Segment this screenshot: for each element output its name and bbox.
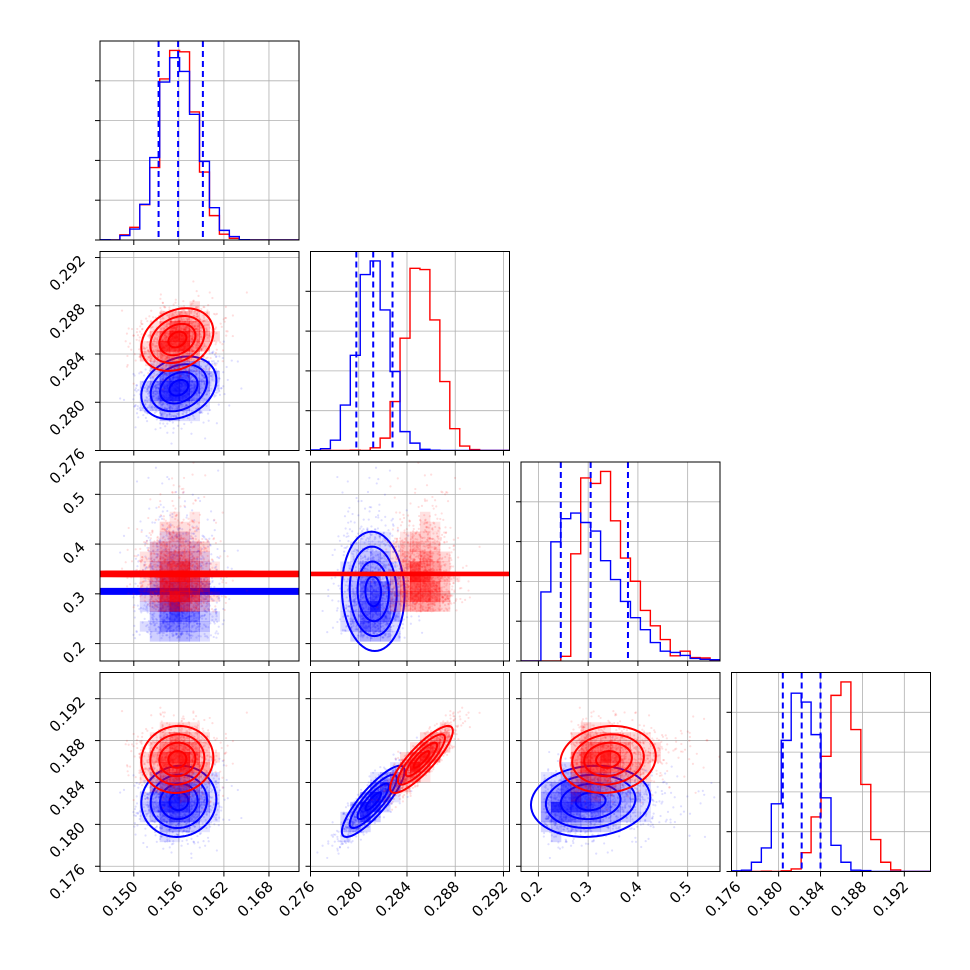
panel-2-1 <box>305 461 510 666</box>
contour-red <box>389 724 454 794</box>
axes-frame <box>310 672 510 872</box>
x-tick-label: 0.284 <box>372 878 415 921</box>
y-tick-label: 0.4 <box>59 538 89 568</box>
contour-red <box>167 750 188 769</box>
x-tick-label: 0.2 <box>517 878 547 908</box>
y-tick-label: 0.3 <box>59 588 89 618</box>
y-tick-label: 0.5 <box>59 488 89 518</box>
contour-blue <box>168 378 190 397</box>
contour-red <box>167 330 188 349</box>
y-tick-label: 0.2 <box>59 638 89 668</box>
contour-red <box>412 750 431 769</box>
contour-red <box>140 307 215 372</box>
y-tick-label: 0.192 <box>46 693 89 736</box>
contour-red <box>158 741 197 778</box>
y-tick-label: 0.176 <box>46 860 89 903</box>
contour-red <box>149 733 206 786</box>
x-tick-label: 0.276 <box>275 878 318 921</box>
panel-2-2 <box>516 461 721 666</box>
axes-frame <box>310 461 510 662</box>
x-tick-label: 0.288 <box>420 878 463 921</box>
contour-blue <box>364 791 383 812</box>
axes-frame <box>99 672 300 872</box>
panel-2-0: 0.2 0.3 0.4 0.5 <box>59 461 300 668</box>
contour-blue <box>159 782 199 821</box>
y-tick-label: 0.292 <box>46 252 89 295</box>
contour-blue <box>159 371 199 405</box>
contour-red <box>149 315 206 365</box>
histogram-blue <box>521 512 720 661</box>
contour-blue <box>140 355 218 421</box>
density-red <box>390 511 461 612</box>
panel-1-0: 0.276 0.280 0.284 0.288 0.292 <box>46 251 300 488</box>
contour-blue <box>340 764 406 838</box>
x-tick-label: 0.168 <box>234 878 277 921</box>
y-tick-label: 0.280 <box>46 396 89 439</box>
x-tick-label: 0.162 <box>189 878 232 921</box>
density-red <box>139 301 220 372</box>
contour-red <box>571 733 645 786</box>
contour-red <box>559 724 657 794</box>
axes-frame <box>99 251 300 451</box>
x-tick-label: 0.5 <box>666 878 696 908</box>
axes-frame <box>310 251 510 451</box>
x-tick-label: 0.188 <box>827 878 870 921</box>
y-tick-label: 0.180 <box>46 818 89 861</box>
grid <box>100 251 299 451</box>
x-tick-label: 0.156 <box>144 878 187 921</box>
contour-blue <box>149 773 208 830</box>
contour-blue <box>168 791 190 812</box>
x-tick-label: 0.280 <box>323 878 366 921</box>
contour-blue <box>340 530 406 653</box>
axes-frame <box>520 461 721 662</box>
contour-blue <box>100 589 299 594</box>
y-tick-label: 0.276 <box>46 445 89 488</box>
contour-red <box>158 322 197 357</box>
axes-frame <box>731 672 931 872</box>
contour-blue <box>364 575 383 608</box>
y-tick-label: 0.188 <box>46 735 89 778</box>
contour-blue <box>348 545 398 638</box>
axes-frame <box>99 40 300 241</box>
x-tick-label: 0.150 <box>99 878 142 921</box>
contour-blue <box>356 782 390 821</box>
contour-red <box>396 733 446 786</box>
x-tick-label: 0.4 <box>616 878 646 908</box>
contour-red <box>140 724 215 794</box>
y-tick-label: 0.284 <box>46 348 89 391</box>
panel-0-0 <box>95 40 300 245</box>
histogram-blue <box>310 260 510 451</box>
x-tick-label: 0.192 <box>869 878 912 921</box>
x-tick-label: 0.292 <box>468 878 511 921</box>
grid <box>310 462 510 661</box>
axes-frame <box>99 461 300 662</box>
contour-blue <box>544 773 637 830</box>
contour-blue <box>356 560 390 623</box>
histogram-blue <box>731 692 931 872</box>
x-tick-label: 0.184 <box>785 878 828 921</box>
panel-3-1: 0.276 0.280 0.284 0.288 0.292 <box>275 672 511 921</box>
contour-red <box>404 741 439 778</box>
panel-1-1 <box>305 251 510 456</box>
axes-frame <box>520 672 721 872</box>
x-tick-label: 0.180 <box>743 878 786 921</box>
contour-red <box>583 741 633 778</box>
x-tick-label: 0.3 <box>566 878 596 908</box>
y-tick-label: 0.288 <box>46 300 89 343</box>
contour-red <box>595 750 622 769</box>
y-tick-label: 0.184 <box>46 777 89 820</box>
x-tick-label: 0.176 <box>701 878 744 921</box>
density-red <box>139 511 220 612</box>
